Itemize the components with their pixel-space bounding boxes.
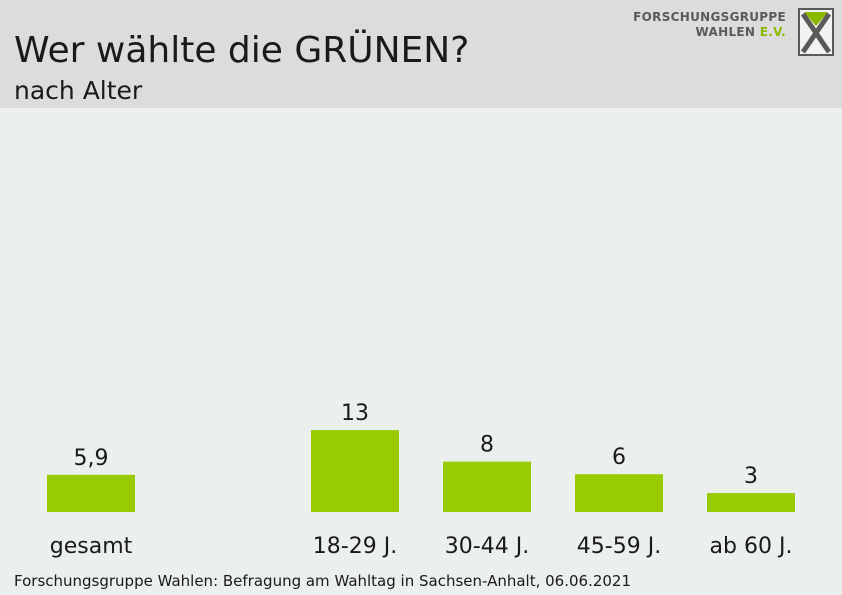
bar-chart: 5,9 13 8 6 3 gesamt 18-29 J. 30-44 J. 45-59 J. a… (47, 401, 795, 559)
category-label-2: 30-44 J. (445, 534, 529, 559)
bar-0 (47, 474, 135, 512)
value-label-3: 6 (612, 445, 626, 470)
category-label-1: 18-29 J. (313, 534, 397, 559)
value-label-4: 3 (744, 464, 758, 489)
value-labels-group: 5,9 13 8 6 3 (74, 401, 759, 489)
logo-line-2-a: WAHLEN (695, 25, 760, 39)
logo-line-1: FORSCHUNGSGRUPPE (633, 10, 786, 24)
logo-line-2-b: E.V. (759, 25, 786, 39)
value-label-0: 5,9 (74, 446, 109, 471)
logo-text: FORSCHUNGSGRUPPE WAHLEN E.V. (633, 10, 786, 40)
bar-4 (707, 493, 795, 512)
source-footnote: Forschungsgruppe Wahlen: Befragung am Wa… (14, 572, 632, 590)
category-labels-group: gesamt 18-29 J. 30-44 J. 45-59 J. ab 60 J. (50, 534, 793, 559)
bar-3 (575, 474, 663, 512)
value-label-1: 13 (341, 401, 369, 426)
header-band: Wer wählte die GRÜNEN? nach Alter FORSCH… (0, 0, 842, 108)
category-label-0: gesamt (50, 534, 133, 559)
logo-x-icon (798, 8, 834, 56)
logo-line-2: WAHLEN E.V. (633, 25, 786, 40)
bar-1 (311, 430, 399, 512)
chart-title: Wer wählte die GRÜNEN? (14, 30, 470, 71)
chart-subtitle: nach Alter (14, 76, 143, 105)
bar-2 (443, 461, 531, 512)
bars-group (47, 430, 795, 512)
value-label-2: 8 (480, 433, 494, 458)
category-label-4: ab 60 J. (710, 534, 793, 559)
category-label-3: 45-59 J. (577, 534, 661, 559)
